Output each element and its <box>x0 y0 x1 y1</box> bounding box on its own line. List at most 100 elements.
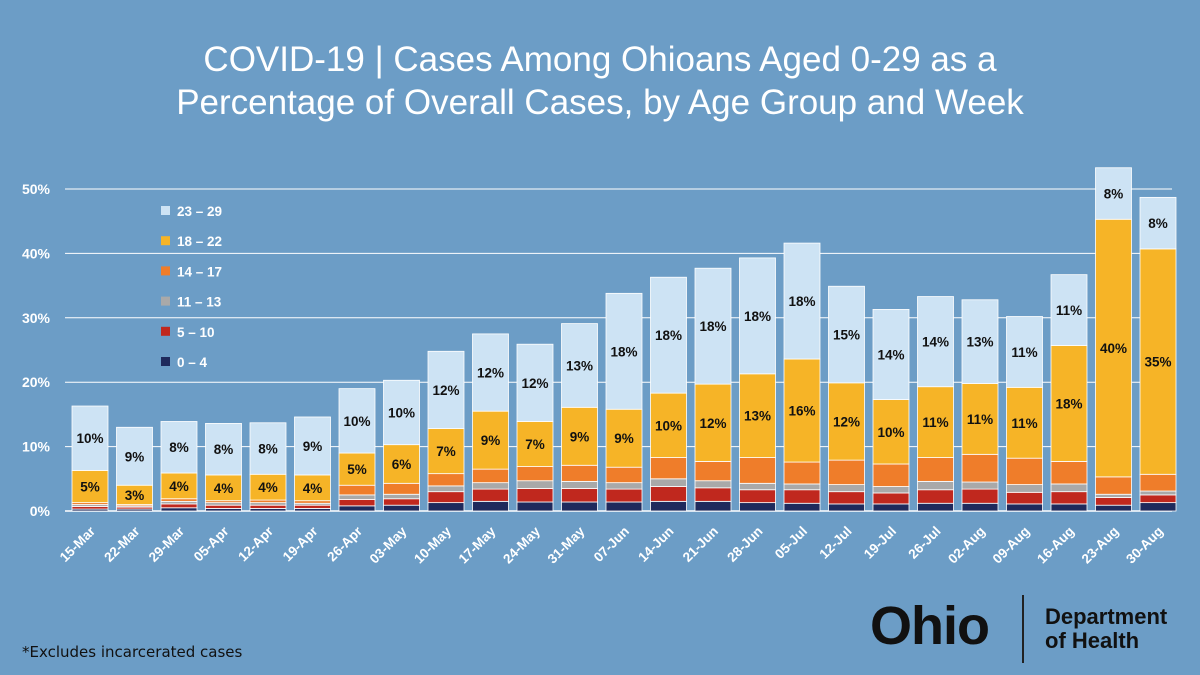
bar-a0_4-10-May <box>427 502 465 512</box>
bar-a14_17-30-Aug <box>1139 473 1177 492</box>
x-tick-label: 22-Mar <box>101 523 143 565</box>
bar-a23_29-03-May <box>383 379 420 446</box>
bar-a0_4-30-Aug <box>1139 502 1177 512</box>
bar-a14_17-17-May <box>472 468 509 484</box>
chart-title-line-2: Percentage of Overall Cases, by Age Grou… <box>176 83 1024 122</box>
x-tick-label: 02-Aug <box>945 524 988 567</box>
bar-a23_29-05-Apr <box>205 423 242 476</box>
data-label-a18_22-30-Aug: 35% <box>1144 355 1171 370</box>
bar-a11_13-14-Jun <box>650 478 687 487</box>
bar-a14_17-23-Aug <box>1095 476 1132 495</box>
bar-a5_10-21-Jun <box>694 487 732 502</box>
bar-a11_13-17-May <box>472 482 509 490</box>
bar-a18_22-29-Mar <box>160 472 198 500</box>
bar-a23_29-14-Jun <box>650 276 687 394</box>
bar-a0_4-12-Jul <box>828 503 865 512</box>
bar-a18_22-19-Jul <box>872 399 910 465</box>
bar-a0_4-17-May <box>472 500 509 512</box>
bar-a14_17-26-Apr <box>338 484 376 496</box>
data-label-a18_22-15-Mar: 5% <box>80 480 100 495</box>
data-label-a18_22-12-Apr: 4% <box>258 480 278 495</box>
bar-a11_13-03-May <box>383 493 420 500</box>
data-label-a18_22-17-May: 9% <box>481 433 501 448</box>
bar-a11_13-10-May <box>427 485 465 493</box>
x-tick-label: 09-Aug <box>990 524 1033 567</box>
legend-swatch-a18_22 <box>161 236 170 246</box>
bar-a0_4-29-Mar <box>160 507 198 512</box>
data-label-a18_22-07-Jun: 9% <box>614 431 634 446</box>
data-label-a23_29-03-May: 10% <box>388 405 415 420</box>
bar-a14_17-21-Jun <box>694 461 732 482</box>
bar-a0_4-28-Jun <box>739 502 776 512</box>
legend-swatch-a23_29 <box>161 206 170 215</box>
data-label-a23_29-26-Apr: 10% <box>343 414 370 429</box>
bar-a14_17-28-Jun <box>739 457 776 484</box>
x-tick-label: 15-Mar <box>57 523 99 565</box>
bar-a5_10-17-May <box>472 488 509 502</box>
bar-a18_22-15-Mar <box>71 470 109 504</box>
data-label-a18_22-10-May: 7% <box>436 444 456 459</box>
bar-a14_17-09-Aug <box>1006 457 1043 485</box>
legend-label-a14_17: 14 – 17 <box>177 264 222 279</box>
bar-a23_29-30-Aug <box>1139 196 1177 250</box>
data-label-a18_22-03-May: 6% <box>392 457 412 472</box>
bar-a0_4-07-Jun <box>605 501 643 512</box>
bar-a23_29-15-Mar <box>71 405 109 471</box>
bar-a23_29-29-Mar <box>160 421 198 474</box>
bar-a23_29-26-Apr <box>338 388 376 454</box>
data-label-a23_29-14-Jun: 18% <box>655 328 682 343</box>
data-label-a23_29-19-Jul: 14% <box>877 348 904 363</box>
legend-swatch-a14_17 <box>161 266 170 276</box>
bar-a14_17-05-Jul <box>783 461 821 485</box>
bar-a5_10-07-Jun <box>605 488 643 503</box>
chart-title: COVID-19 | Cases Among Ohioans Aged 0-29… <box>0 38 1200 124</box>
bar-a18_22-28-Jun <box>739 373 776 458</box>
bar-a18_22-19-Apr <box>294 474 331 502</box>
data-label-a23_29-07-Jun: 18% <box>610 344 637 359</box>
x-tick-label: 16-Aug <box>1034 524 1077 567</box>
data-label-a23_29-05-Apr: 8% <box>214 442 234 457</box>
data-label-a23_29-23-Aug: 8% <box>1104 187 1124 202</box>
bar-a5_10-26-Jul <box>917 489 954 504</box>
bar-a11_13-02-Aug <box>961 481 999 490</box>
bar-a18_22-24-May <box>516 421 554 467</box>
data-label-a23_29-02-Aug: 13% <box>966 335 993 350</box>
bar-a14_17-02-Aug <box>961 453 999 483</box>
data-label-a18_22-05-Jul: 16% <box>788 404 815 419</box>
bar-a18_22-17-May <box>472 410 509 470</box>
data-label-a23_29-15-Mar: 10% <box>76 431 103 446</box>
bar-a11_13-12-Jul <box>828 484 865 493</box>
data-label-a18_22-22-Mar: 3% <box>125 488 145 503</box>
data-label-a18_22-28-Jun: 13% <box>744 409 771 424</box>
x-tick-label: 30-Aug <box>1123 524 1166 567</box>
data-label-a23_29-31-May: 13% <box>566 358 593 373</box>
data-label-a23_29-26-Jul: 14% <box>922 335 949 350</box>
bar-a11_13-24-May <box>516 480 554 489</box>
bar-a14_17-10-May <box>427 473 465 487</box>
bar-a18_22-09-Aug <box>1006 386 1043 459</box>
data-label-a23_29-19-Apr: 9% <box>303 439 323 454</box>
logo-department-text: Department of Health <box>1045 605 1167 653</box>
bar-a5_10-05-Apr <box>205 504 242 509</box>
data-label-a18_22-19-Apr: 4% <box>303 481 323 496</box>
y-tick-label: 20% <box>22 374 51 390</box>
logo-divider <box>1022 595 1024 663</box>
bar-a5_10-12-Jul <box>828 491 865 505</box>
x-tick-label: 28-Jun <box>724 524 765 565</box>
x-tick-label: 21-Jun <box>680 524 721 565</box>
bar-a23_29-05-Jul <box>783 242 821 360</box>
data-label-a23_29-12-Jul: 15% <box>833 328 860 343</box>
bar-a23_29-31-May <box>561 323 598 408</box>
bar-a5_10-19-Apr <box>294 504 331 509</box>
bar-a18_22-31-May <box>561 406 598 466</box>
bar-a18_22-05-Apr <box>205 474 242 502</box>
bar-a23_29-16-Aug <box>1050 274 1088 346</box>
data-label-a23_29-09-Aug: 11% <box>1011 345 1037 360</box>
bar-a18_22-23-Aug <box>1095 218 1132 478</box>
legend-label-a0_4: 0 – 4 <box>177 355 208 370</box>
data-label-a18_22-26-Jul: 11% <box>922 415 948 430</box>
bar-a23_29-22-Mar <box>116 426 153 486</box>
bar-a14_17-19-Jul <box>872 463 910 487</box>
bar-a23_29-07-Jun <box>605 292 643 410</box>
